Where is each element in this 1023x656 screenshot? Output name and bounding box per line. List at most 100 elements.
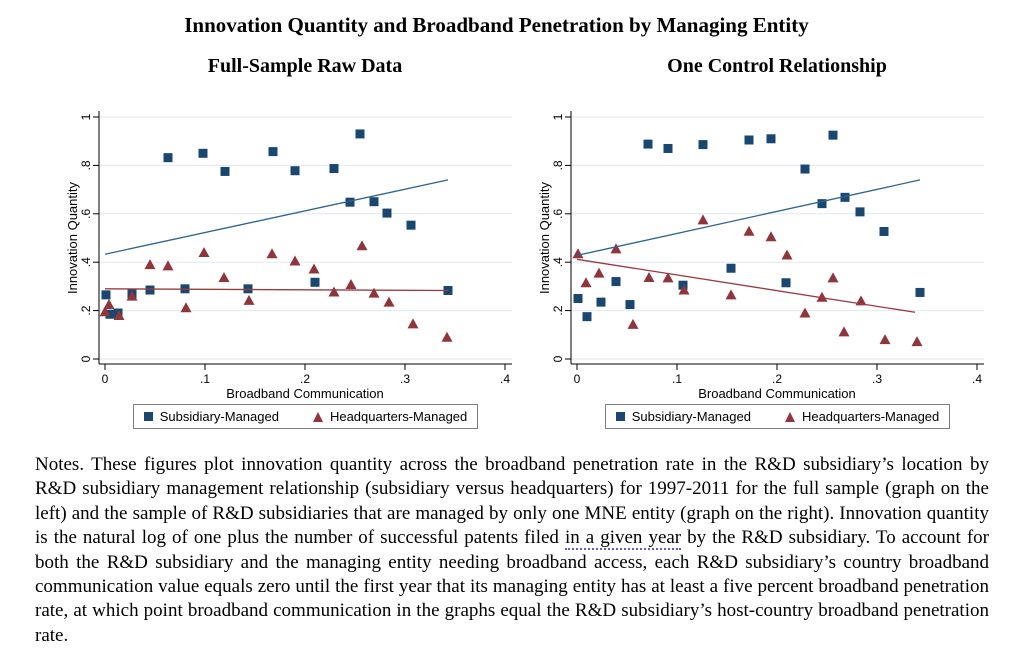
data-point-triangle: [356, 240, 368, 251]
legend-label-subsidiary: Subsidiary-Managed: [159, 409, 279, 424]
data-point-triangle: [144, 259, 156, 270]
legend-full-sample: Subsidiary-Managed Headquarters-Managed: [99, 404, 512, 429]
x-tick-label: 0: [574, 372, 581, 386]
data-point-square: [243, 284, 253, 294]
y-tick-label: .8: [79, 160, 93, 170]
scatter-plot-full-sample: 0 .2 .4 .6 .8 1 0 .1 .2 .3 .4 Broadband Communicati…: [65, 111, 512, 401]
data-point-square: [582, 312, 592, 322]
data-point-triangle: [816, 291, 828, 302]
data-point-triangle: [180, 302, 192, 313]
fit-line: [576, 258, 916, 313]
chart-title-one-control: One Control Relationship: [667, 55, 887, 77]
grammar-check-underlined-phrase: in a given year: [564, 527, 682, 551]
fit-line: [104, 179, 449, 255]
data-point-square: [879, 226, 889, 236]
data-point-triangle: [113, 309, 125, 320]
x-tick-label: .2: [772, 372, 782, 386]
data-point-square: [355, 129, 365, 139]
data-point-triangle: [126, 290, 138, 301]
legend-label-headquarters: Headquarters-Managed: [329, 409, 468, 424]
y-tick-label: .2: [79, 305, 93, 315]
x-tick-label: .4: [500, 372, 510, 386]
data-point-square: [781, 278, 791, 288]
figure-title: Innovation Quantity and Broadband Penetr…: [184, 13, 809, 37]
y-tick-label: 0: [551, 355, 565, 362]
data-point-triangle: [838, 326, 850, 337]
chart-title-full-sample: Full-Sample Raw Data: [207, 55, 403, 77]
data-point-triangle: [725, 289, 737, 300]
data-point-square: [726, 263, 736, 273]
data-point-triangle: [368, 287, 380, 298]
data-point-triangle: [99, 306, 111, 317]
data-point-triangle: [743, 225, 755, 236]
chart-block-full-sample: Full-Sample Raw Data 0 .2 .4 .6 .8 1 0 .1 .2 .3 .4…: [62, 54, 514, 429]
data-point-square: [663, 143, 673, 153]
data-point-square: [643, 139, 653, 149]
data-point-triangle: [879, 334, 891, 345]
x-tick-label: 0: [102, 372, 109, 386]
data-point-square: [145, 285, 155, 295]
data-point-square: [800, 164, 810, 174]
data-point-square: [382, 208, 392, 218]
data-point-triangle: [308, 263, 320, 274]
data-point-square: [611, 277, 621, 287]
data-point-triangle: [662, 272, 674, 283]
legend-label-headquarters: Headquarters-Managed: [801, 409, 940, 424]
data-point-square: [329, 164, 339, 174]
legend-box: Subsidiary-Managed Headquarters-Managed: [132, 404, 479, 429]
y-tick-label: 1: [79, 113, 93, 120]
data-point-square: [625, 300, 635, 310]
legend-one-control: Subsidiary-Managed Headquarters-Managed: [571, 404, 984, 429]
data-point-triangle: [799, 307, 811, 318]
data-point-square: [310, 277, 320, 287]
data-point-square: [744, 135, 754, 145]
data-point-triangle: [328, 286, 340, 297]
y-tick-label: .2: [551, 305, 565, 315]
y-tick-label: 1: [551, 113, 565, 120]
y-tick-label: .6: [551, 208, 565, 218]
data-point-square: [698, 140, 708, 150]
scatter-plot-one-control: 0 .2 .4 .6 .8 1 0 .1 .2 .3 .4 Broadband Communicati…: [537, 111, 984, 401]
data-point-square: [855, 207, 865, 217]
legend-item-headquarters: Headquarters-Managed: [784, 409, 940, 424]
legend-item-headquarters: Headquarters-Managed: [312, 409, 468, 424]
notes-text-1: Notes. These figures plot innovation qua…: [35, 454, 989, 549]
x-axis-title: Broadband Communication: [698, 386, 856, 401]
data-point-square: [678, 280, 688, 290]
data-point-triangle: [103, 299, 115, 310]
data-point-square: [345, 197, 355, 207]
data-point-triangle: [289, 255, 301, 266]
data-point-triangle: [218, 271, 230, 282]
data-point-square: [766, 134, 776, 144]
y-tick-label: .6: [79, 208, 93, 218]
x-tick-label: .4: [972, 372, 982, 386]
data-point-triangle: [572, 248, 584, 259]
data-point-square: [573, 294, 583, 303]
data-point-square: [817, 199, 827, 209]
data-point-triangle: [243, 294, 255, 305]
data-point-triangle: [781, 249, 793, 260]
data-point-triangle: [198, 247, 210, 258]
data-point-triangle: [627, 318, 639, 329]
y-tick-label: .8: [551, 160, 565, 170]
legend-label-subsidiary: Subsidiary-Managed: [631, 409, 751, 424]
data-point-square: [268, 147, 278, 157]
data-point-triangle: [441, 331, 453, 342]
data-point-triangle: [911, 336, 923, 347]
data-point-square: [290, 166, 300, 176]
legend-box: Subsidiary-Managed Headquarters-Managed: [604, 404, 951, 429]
chart-block-one-control: One Control Relationship 0 .2 .4 .6 .8 1 0 .1 .2…: [534, 54, 986, 429]
legend-item-subsidiary: Subsidiary-Managed: [143, 409, 279, 424]
square-marker-icon: [143, 412, 153, 421]
data-point-square: [828, 130, 838, 140]
y-tick-label: 0: [79, 355, 93, 362]
y-axis-title: Innovation Quantity: [65, 181, 80, 294]
data-point-square: [406, 220, 416, 230]
fit-line: [576, 179, 921, 257]
data-point-triangle: [580, 277, 592, 288]
x-tick-label: .3: [872, 372, 882, 386]
data-point-triangle: [697, 214, 709, 225]
triangle-marker-icon: [312, 411, 323, 422]
data-point-square: [163, 153, 173, 163]
